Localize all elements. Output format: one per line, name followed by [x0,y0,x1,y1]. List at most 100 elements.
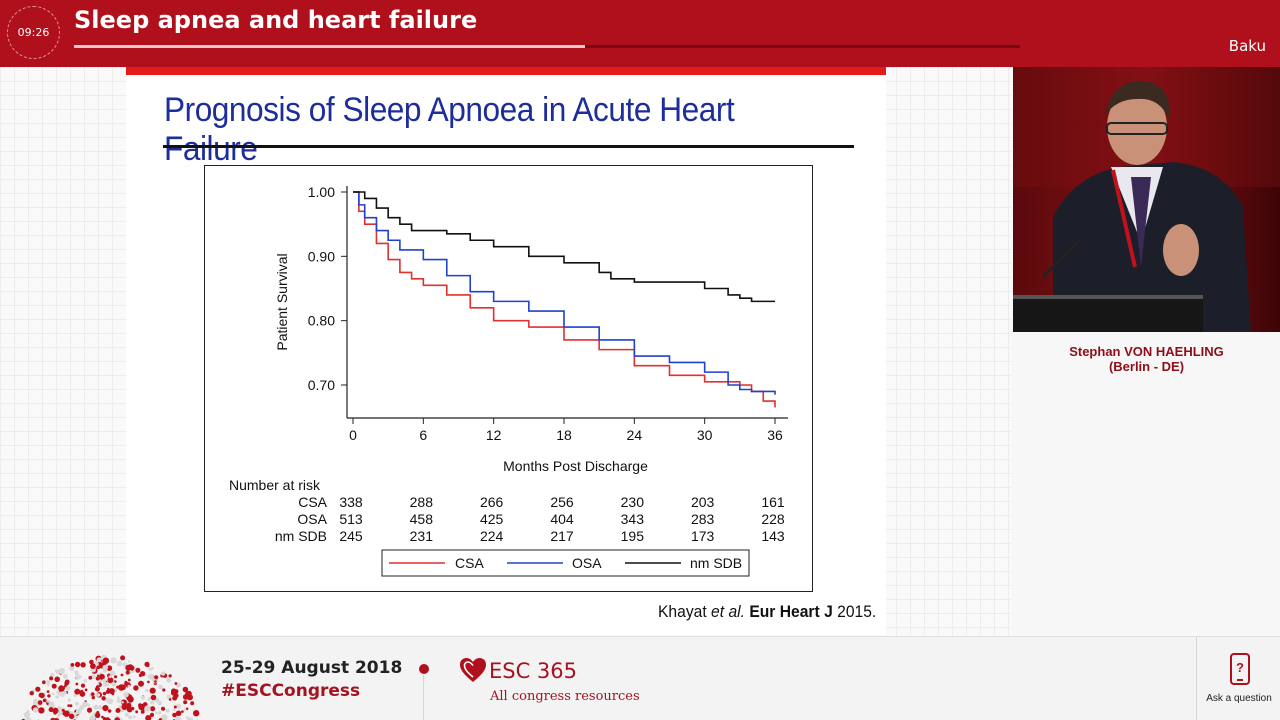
speaker-video-image [1013,67,1280,332]
risk-table-cell: 404 [550,511,574,527]
logo-dot [42,698,47,703]
logo-dot [135,710,139,714]
x-tick-label: 18 [556,427,572,443]
playback-progress-fill [74,45,585,48]
logo-dot [96,711,100,715]
logo-dot [165,708,170,713]
esc-heart-icon[interactable] [459,657,487,683]
logo-dot [32,707,39,713]
congress-footer: 25-29 August 2018 #ESCCongress ESC 365 A… [0,636,1280,720]
playback-progress-bar[interactable] [74,45,1020,48]
logo-dot [123,691,129,698]
logo-dot [29,691,34,696]
logo-dot [109,670,116,676]
logo-dot [154,675,159,680]
logo-dot [33,698,39,704]
logo-dot [94,712,101,718]
logo-dot [79,691,86,697]
logo-dot [102,678,107,683]
logo-dot [90,663,96,669]
logo-dot [45,680,48,684]
logo-dot [138,703,145,711]
risk-table-cell: 458 [410,511,434,527]
logo-dot [116,660,123,667]
logo-dot [96,674,100,677]
logo-dot [107,687,110,691]
logo-dot [157,711,162,715]
logo-dot [38,707,45,714]
logo-dot [144,705,151,712]
y-axis-label: Patient Survival [274,253,290,350]
risk-table-cell: 245 [339,528,363,544]
logo-dot [150,700,155,705]
logo-dot [74,688,81,695]
logo-dot [146,664,150,668]
logo-dot [139,671,146,677]
logo-dot [182,686,189,693]
logo-dot [107,677,114,684]
logo-dot [172,712,177,718]
y-tick-label: 0.80 [308,313,335,329]
logo-dot [150,694,157,701]
logo-dot [83,679,87,683]
elapsed-timer: 09:26 [7,6,60,59]
risk-table-cell: 217 [550,528,574,544]
logo-dot [115,708,121,713]
logo-dot [47,694,51,698]
x-tick-label: 36 [767,427,783,443]
logo-dot [108,675,112,679]
logo-dot [91,695,96,700]
legend-label: OSA [572,555,602,571]
logo-dot [119,705,122,708]
congress-hashtag: #ESCCongress [221,681,361,701]
risk-table-cell: 173 [691,528,715,544]
logo-dot [129,665,135,671]
logo-dot [193,710,200,717]
logo-dot [126,707,133,713]
logo-dot [145,715,152,720]
risk-table-cell: 343 [621,511,645,527]
logo-dot [37,700,43,705]
esc365-link[interactable]: ESC 365 [489,659,578,683]
slide-accent-bar [126,67,886,75]
x-tick-label: 12 [486,427,502,443]
esc365-subtitle[interactable]: All congress resources [490,689,640,704]
speaker-caption: Stephan VON HAEHLING (Berlin - DE) [1013,344,1280,374]
risk-table-cell: 228 [761,511,785,527]
logo-dot [52,707,59,714]
logo-dot [48,701,55,708]
y-tick-label: 1.00 [308,184,335,200]
logo-dot [118,684,125,691]
risk-row-label: nm SDB [275,528,327,544]
logo-dot [162,688,166,692]
logo-dot [39,692,45,699]
logo-dot [86,707,93,713]
x-tick-label: 30 [697,427,713,443]
logo-dot [49,676,54,681]
logo-dot [58,667,65,675]
risk-table-cell: 231 [410,528,434,544]
logo-dot [51,692,55,696]
risk-table-cell: 203 [691,494,715,510]
logo-dot [103,707,107,711]
logo-dot [88,675,93,680]
logo-dot [82,701,88,708]
risk-table-cell: 195 [621,528,645,544]
logo-dot [105,689,110,694]
logo-dot [120,673,124,677]
logo-dot [74,670,79,675]
speaker-video [1013,67,1280,332]
logo-dot [181,710,184,713]
risk-table-cell: 283 [691,511,715,527]
speaker-name: Stephan VON HAEHLING [1069,344,1224,359]
logo-dot [172,708,176,712]
logo-dot [183,700,188,705]
logo-dot [149,687,156,694]
ask-question-button[interactable]: ? Ask a question [1196,637,1280,720]
citation-authors: Khayat [658,602,707,621]
logo-dot [107,709,112,713]
logo-dot [125,670,130,675]
logo-dot [114,675,118,679]
logo-dot [48,707,54,713]
